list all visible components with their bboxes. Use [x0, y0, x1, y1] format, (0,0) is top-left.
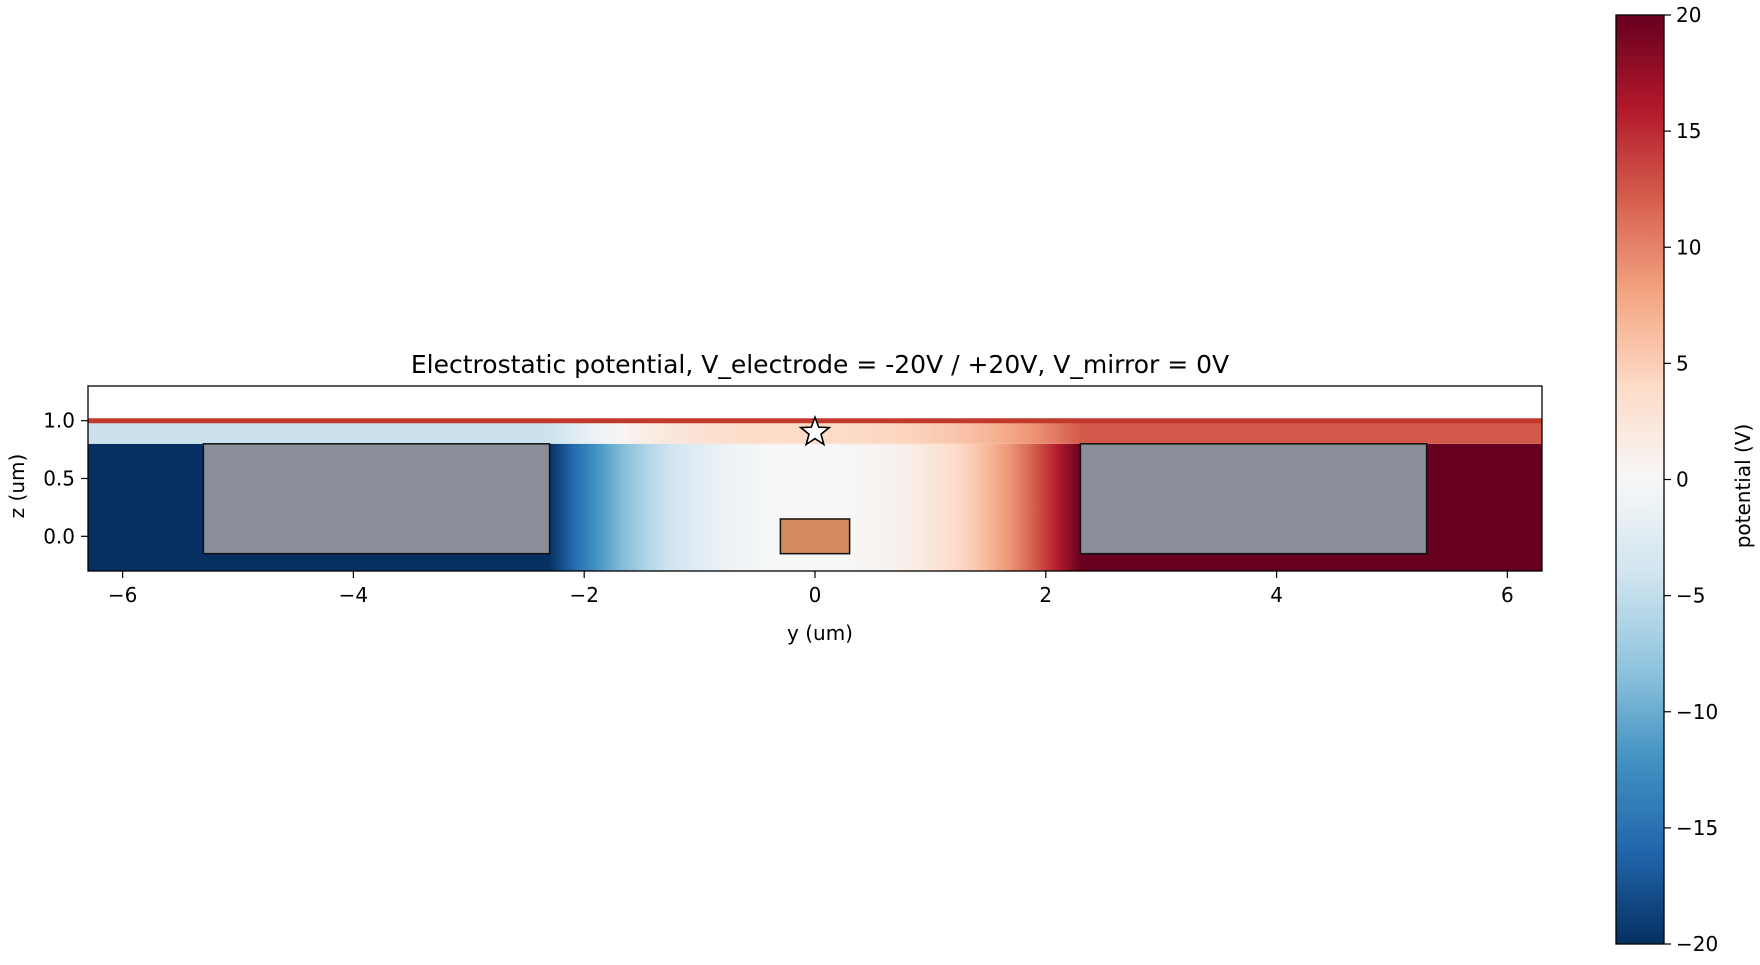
- chart-title: Electrostatic potential, V_electrode = -…: [411, 350, 1229, 379]
- x-tick-label: 6: [1501, 583, 1514, 607]
- y-axis: 0.0 0.5 1.0: [43, 409, 88, 548]
- y-tick-label: 1.0: [43, 409, 75, 433]
- waveguide: [779, 518, 851, 555]
- x-axis: −6 −4 −2 0 2 4 6: [108, 571, 1514, 607]
- colorbar-scale: [1615, 14, 1665, 945]
- colorbar-tick-label: 0: [1676, 468, 1689, 492]
- x-tick-label: 0: [809, 583, 822, 607]
- electrode-left: [202, 443, 551, 555]
- x-tick-label: −2: [569, 583, 598, 607]
- colorbar-tick-label: 15: [1676, 119, 1701, 143]
- colorbar-tick-label: 10: [1676, 235, 1701, 259]
- colorbar: −20 −15 −10 −5 0 5 10 15 20: [1615, 3, 1718, 956]
- colorbar-tick-label: −15: [1676, 816, 1718, 840]
- y-axis-label: z (um): [5, 454, 29, 519]
- colorbar-tick-label: −10: [1676, 700, 1718, 724]
- x-tick-label: −6: [108, 583, 137, 607]
- x-tick-label: −4: [339, 583, 368, 607]
- star-marker: [798, 414, 832, 447]
- y-tick-label: 0.5: [43, 467, 75, 491]
- plot-area: [87, 385, 1543, 572]
- x-axis-label: y (um): [787, 621, 853, 645]
- y-tick-label: 0.0: [43, 524, 75, 548]
- colorbar-tick-label: −5: [1676, 584, 1705, 608]
- colorbar-label: potential (V): [1731, 424, 1755, 549]
- electrode-right: [1079, 443, 1428, 555]
- colorbar-tick-label: 5: [1676, 351, 1689, 375]
- x-tick-label: 2: [1039, 583, 1052, 607]
- colorbar-tick-label: 20: [1676, 3, 1701, 27]
- colorbar-tick-label: −20: [1676, 932, 1718, 956]
- x-tick-label: 4: [1270, 583, 1283, 607]
